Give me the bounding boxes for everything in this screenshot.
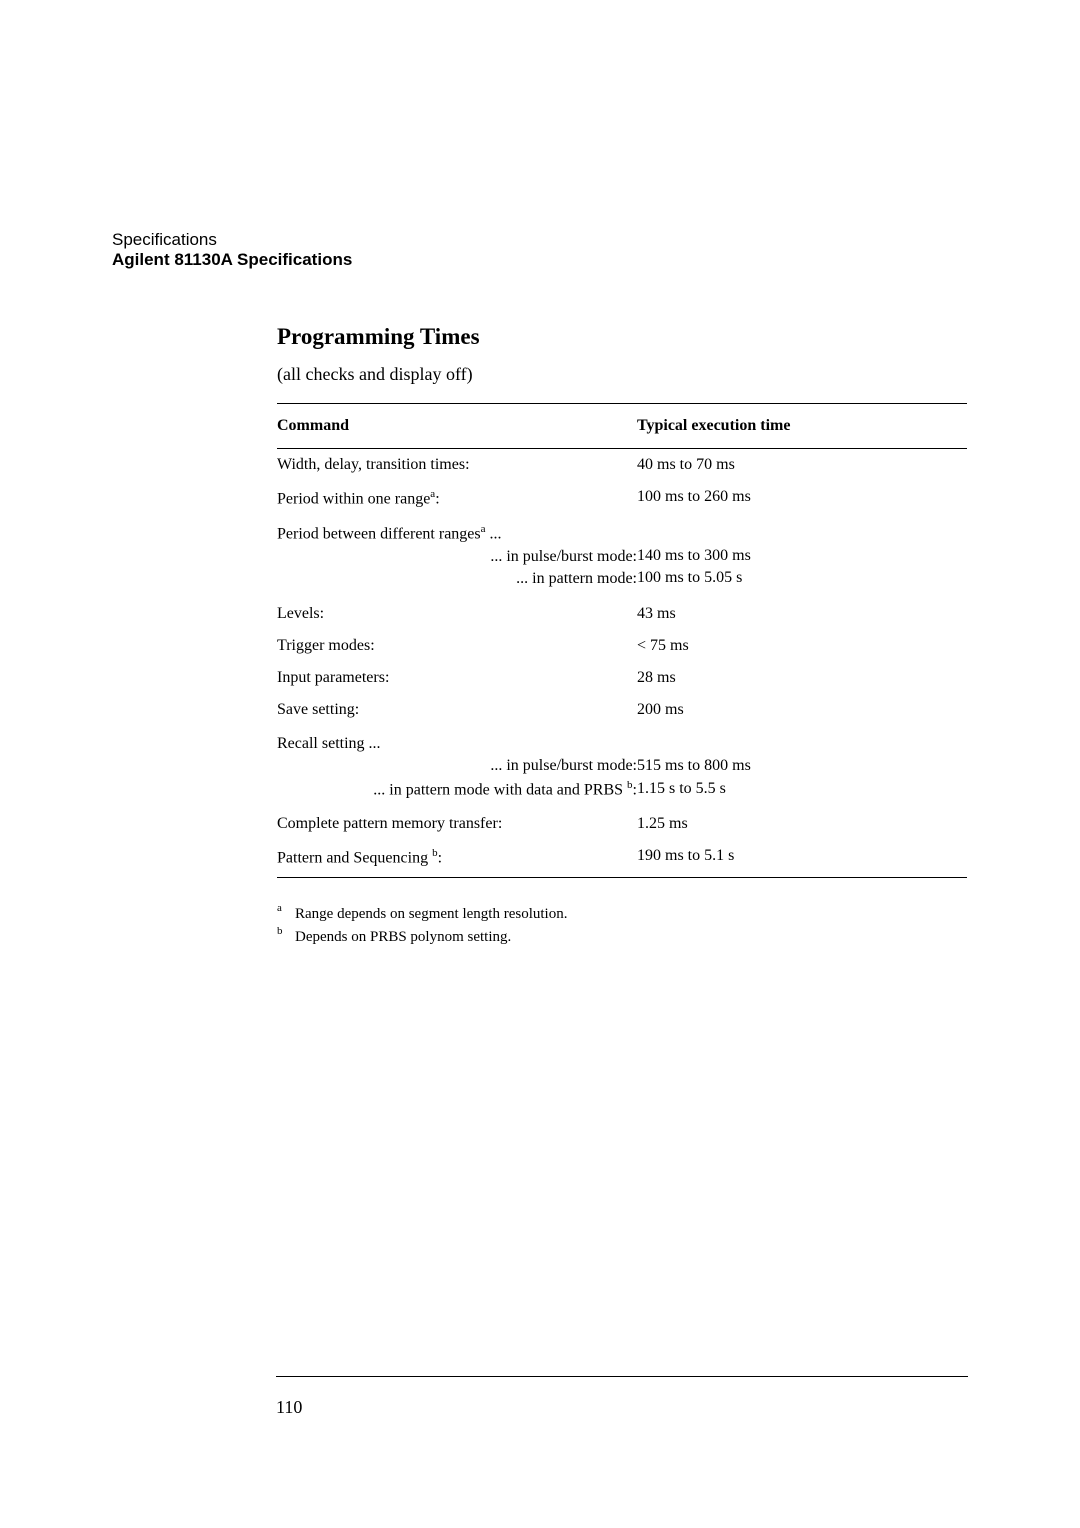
specs-table: Command Typical execution time Width, de… xyxy=(277,403,967,878)
footnote: aRange depends on segment length resolut… xyxy=(277,904,967,925)
footnotes: aRange depends on segment length resolut… xyxy=(277,904,967,948)
footer-rule xyxy=(276,1376,968,1377)
table-cell-label: Complete pattern memory transfer: xyxy=(277,808,637,840)
table-cell-label: Width, delay, transition times: xyxy=(277,449,637,482)
page-number: 110 xyxy=(276,1397,968,1418)
table-cell-label: Recall setting ...... in pulse/burst mod… xyxy=(277,726,637,809)
section-title: Programming Times xyxy=(277,324,967,350)
table-cell-value: 1.25 ms xyxy=(637,808,967,840)
table-cell-value: < 75 ms xyxy=(637,630,967,662)
table-cell-label: Pattern and Sequencing b: xyxy=(277,840,637,877)
table-cell-value: 100 ms to 260 ms xyxy=(637,481,967,515)
table-cell-value: 515 ms to 800 ms1.15 s to 5.5 s xyxy=(637,726,967,809)
page-footer: 110 xyxy=(276,1376,968,1418)
table-cell-value: 28 ms xyxy=(637,662,967,694)
table-cell-label: Period within one rangea: xyxy=(277,481,637,515)
table-header-command: Command xyxy=(277,404,637,449)
table-cell-label: Period between different rangesa ...... … xyxy=(277,515,637,598)
content: Programming Times (all checks and displa… xyxy=(277,324,967,948)
table-cell-value: 190 ms to 5.1 s xyxy=(637,840,967,877)
table-cell-value: 140 ms to 300 ms100 ms to 5.05 s xyxy=(637,515,967,598)
table-cell-value: 43 ms xyxy=(637,598,967,630)
section-subtitle: (all checks and display off) xyxy=(277,364,967,385)
header-line2: Agilent 81130A Specifications xyxy=(112,250,980,270)
table-cell-label: Trigger modes: xyxy=(277,630,637,662)
table-header-time: Typical execution time xyxy=(637,404,967,449)
table-cell-label: Save setting: xyxy=(277,694,637,726)
table-cell-label: Levels: xyxy=(277,598,637,630)
header-line1: Specifications xyxy=(112,230,980,250)
table-cell-value: 40 ms to 70 ms xyxy=(637,449,967,482)
footnote: bDepends on PRBS polynom setting. xyxy=(277,927,967,948)
table-cell-label: Input parameters: xyxy=(277,662,637,694)
table-cell-value: 200 ms xyxy=(637,694,967,726)
page-header: Specifications Agilent 81130A Specificat… xyxy=(112,230,980,270)
